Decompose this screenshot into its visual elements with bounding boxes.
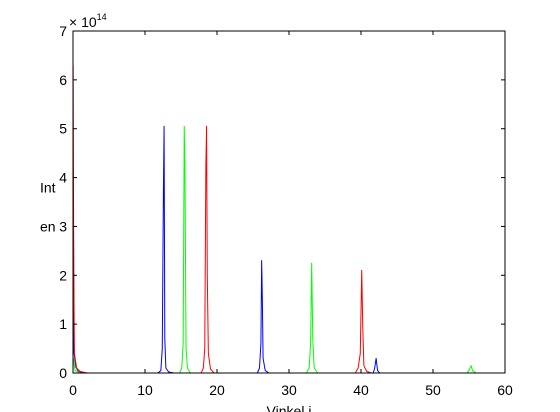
x-tick-label: 10 [137, 382, 153, 398]
y-axis-label: Int en [40, 179, 56, 234]
tick-layer: 0 10 20 30 40 50 60 0 1 2 3 4 5 6 7 [59, 23, 513, 398]
y-tick-label: 1 [59, 316, 67, 332]
y-tick-label: 3 [59, 218, 67, 234]
x-tick-label: 50 [425, 382, 441, 398]
x-tick-label: 30 [281, 382, 297, 398]
x-tick-label: 60 [497, 382, 513, 398]
x-axis-label: Vinkel i [267, 403, 312, 412]
y-exponent-base: × 10 [69, 14, 97, 30]
y-tick-label: 7 [59, 23, 67, 39]
y-exponent-label: × 1014 [69, 12, 107, 30]
series-line-1 [72, 125, 505, 374]
y-tick-label: 6 [59, 72, 67, 88]
y-exponent-power: 14 [97, 12, 107, 22]
series-layer [72, 64, 505, 374]
y-tick-label: 4 [59, 170, 67, 186]
y-tick-label: 2 [59, 267, 67, 283]
x-tick-label: 0 [69, 382, 77, 398]
x-tick-label: 20 [209, 382, 225, 398]
series-line-3 [72, 64, 505, 374]
y-axis-label-line-2: en [40, 218, 56, 234]
y-tick-label: 0 [59, 365, 67, 381]
series-line-2 [72, 125, 505, 374]
x-tick-label: 40 [353, 382, 369, 398]
y-axis-label-line-1: Int [40, 179, 56, 195]
y-tick-label: 5 [59, 121, 67, 137]
axes-box [72, 30, 506, 374]
